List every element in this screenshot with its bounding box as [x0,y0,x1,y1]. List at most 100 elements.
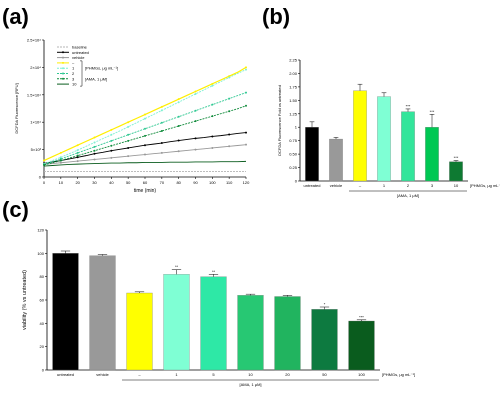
a-data-point [228,75,231,78]
a-data-point [127,146,130,149]
a-legend-marker [62,67,64,70]
a-data-point [76,144,79,147]
a-data-point [110,149,113,152]
b-x-tick-label: untreated [304,183,321,188]
a-data-point [110,128,113,131]
a-data-point [160,142,163,145]
c-bar [52,253,79,371]
c-y-tick-label: 80 [40,274,45,279]
a-data-point [194,92,197,95]
a-data-point [177,150,180,153]
a-data-point [93,152,96,155]
a-data-point [93,136,96,139]
a-data-point [160,129,163,132]
a-data-point [245,68,247,71]
a-x-tick-label: 50 [126,180,131,185]
a-x-tick-label: 110 [226,180,233,185]
a-data-point [110,144,113,147]
line-chart-a: 0 5×10³ 1×10⁴ 1.5×10⁴ 2×10⁴ 2.5×10⁴ 0 10 20 30 40 5… [14,38,250,195]
a-data-point [245,131,247,134]
a-data-point [110,133,113,136]
a-y-axis-label: DCFDA Fluorescence [RFU] [14,83,19,133]
c-x-tick-label: 50 [322,372,327,377]
a-x-tick-label: 20 [75,180,80,185]
c-bar [126,292,153,371]
c-bar [200,276,227,371]
a-data-point [177,98,180,101]
a-series-line-7 [43,160,247,167]
a-x-tick-label: 90 [193,180,198,185]
a-data-point [160,109,163,112]
b-bar [329,138,343,182]
b-significance: *** [454,155,459,160]
a-y-tick-label: 2×10⁴ [30,65,41,70]
a-data-point [127,139,130,142]
a-data-point [160,121,163,124]
a-x-tick-label: 80 [176,180,181,185]
a-data-point [245,66,247,69]
b-y-tick-label: 0.25 [289,165,298,170]
a-x-axis-label: time (min) [134,188,157,194]
a-data-point [211,135,214,138]
a-legend-bracket [80,60,83,87]
a-x-tick-label: 70 [160,180,165,185]
c-y-tick-label: 20 [40,344,45,349]
b-group-label: [AMA, 1 μM] [397,193,419,198]
a-y-tick-label: 2.5×10⁴ [27,38,41,43]
a-data-point [93,149,96,152]
a-legend-label: baseline [72,45,88,50]
a-x-tick-label: 120 [243,180,250,185]
a-data-point [76,156,79,159]
b-y-tick-label: 0.75 [289,138,298,143]
a-data-point [160,105,163,108]
a-data-point [110,139,113,142]
c-y-axis-label: viability (% vs untreated) [22,270,28,330]
a-legend-marker [62,72,64,75]
c-significance: * [324,302,326,307]
panel-label-a: (a) [2,4,29,29]
c-x-tick-label: vehicle [96,372,109,377]
b-bar [449,161,463,182]
b-y-tick-label: 1 [295,125,298,130]
c-x-tick-label: 5 [212,372,215,377]
a-data-point [93,158,96,161]
a-legend-label: – [72,60,75,65]
a-data-point [76,151,79,154]
c-y-tick-label: 40 [40,321,45,326]
c-bar [89,255,116,371]
c-bar [237,295,264,371]
a-data-point [76,149,79,152]
a-data-point [194,137,197,140]
b-y-tick-label: 0.50 [289,152,298,157]
a-data-point [144,134,146,137]
a-data-point [211,146,214,149]
a-data-point [43,159,45,162]
b-bar [305,127,319,182]
c-x-tick-label: – [138,372,141,377]
a-data-point [194,90,197,93]
a-data-point [59,151,62,154]
c-y-tick-label: 60 [40,298,45,303]
b-x-tick-label: vehicle [330,183,343,188]
b-bar [425,127,439,182]
a-legend-label: 1 [72,66,75,71]
c-group-label: [AMA, 1 μM] [239,382,261,387]
b-x-tick-label: 3 [431,183,434,188]
c-y-tick-label: 0 [42,368,45,373]
b-y-tick-label: 1.75 [289,84,298,89]
c-significance: ** [212,269,216,274]
a-data-point [160,151,163,154]
c-bar [274,296,301,371]
a-data-point [177,125,180,128]
a-legend-marker [62,51,64,54]
c-x-tick-label: 1 [175,372,178,377]
a-data-point [211,84,214,87]
a-data-point [127,121,130,124]
c-significance: *** [359,314,364,319]
c-y-tick-label: 120 [37,228,44,233]
a-data-point [228,76,231,79]
b-bar [401,111,415,182]
a-data-point [211,103,214,106]
a-data-point [211,82,214,85]
